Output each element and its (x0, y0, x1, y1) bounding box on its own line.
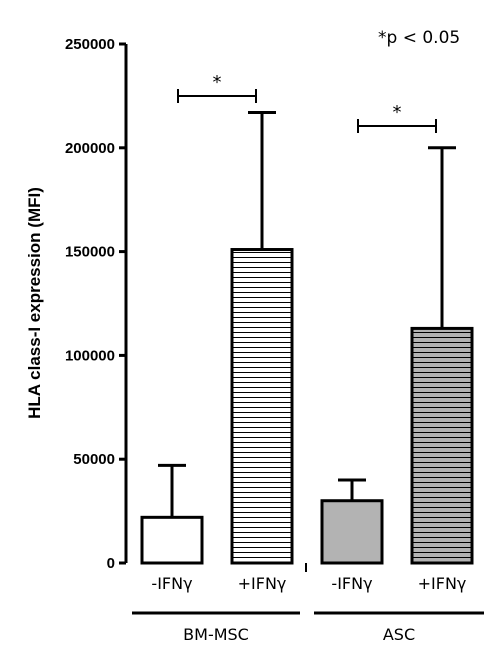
y-tick-label: 50000 (73, 451, 115, 468)
x-category-label: -IFNγ (151, 574, 192, 593)
y-axis-label: HLA class-I expression (MFI) (25, 187, 44, 419)
y-tick-label: 250000 (65, 36, 115, 53)
bar (410, 326, 474, 565)
y-tick-label: 200000 (65, 140, 115, 157)
y-tick-label: 0 (107, 555, 115, 572)
bars (140, 248, 474, 565)
x-category-label: +IFNγ (238, 574, 287, 593)
bar (320, 499, 384, 565)
x-category-label: -IFNγ (331, 574, 372, 593)
group-label: ASC (383, 625, 415, 644)
significance-markers: ** (177, 72, 437, 133)
bar (230, 248, 294, 565)
error-bars (158, 111, 456, 518)
y-axis: 0 50000 100000 150000 200000 250000 (65, 36, 128, 572)
significance-star: * (393, 102, 402, 123)
x-category-label: +IFNγ (418, 574, 467, 593)
x-axis-labels: -IFNγ +IFNγ -IFNγ +IFNγ BM-MSC ASC (132, 563, 484, 644)
bar (140, 515, 204, 565)
significance-star: * (213, 72, 222, 93)
group-label: BM-MSC (183, 625, 249, 644)
y-tick-label: 150000 (65, 244, 115, 261)
y-tick-label: 100000 (65, 347, 115, 364)
significance-note: *p < 0.05 (378, 28, 460, 48)
